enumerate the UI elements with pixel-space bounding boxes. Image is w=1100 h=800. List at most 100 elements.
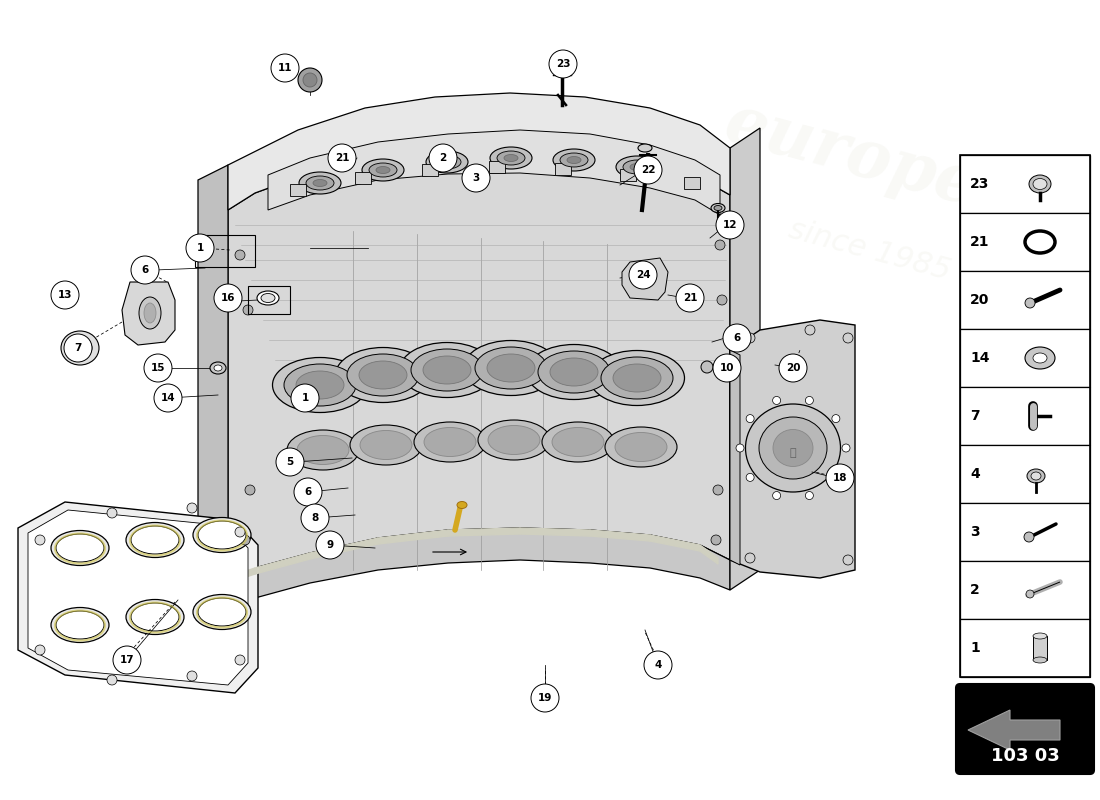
Ellipse shape <box>601 357 673 399</box>
Circle shape <box>736 444 744 452</box>
Text: 2: 2 <box>439 153 447 163</box>
Text: 14: 14 <box>161 393 175 403</box>
Text: 🔧: 🔧 <box>790 448 796 458</box>
Ellipse shape <box>424 427 476 457</box>
Ellipse shape <box>287 430 359 470</box>
Ellipse shape <box>590 350 684 406</box>
Ellipse shape <box>616 156 658 178</box>
Circle shape <box>644 651 672 679</box>
Text: 23: 23 <box>556 59 570 69</box>
Text: since 1985: since 1985 <box>785 214 954 286</box>
Circle shape <box>711 535 720 545</box>
Text: 20: 20 <box>970 293 989 307</box>
Polygon shape <box>240 568 255 579</box>
Text: 22: 22 <box>640 165 656 175</box>
Ellipse shape <box>1033 353 1047 363</box>
Bar <box>960 271 1090 329</box>
Ellipse shape <box>711 203 725 213</box>
Circle shape <box>294 478 322 506</box>
Polygon shape <box>968 710 1060 750</box>
Ellipse shape <box>126 599 184 634</box>
Ellipse shape <box>368 163 397 177</box>
Text: 4: 4 <box>970 467 980 481</box>
Bar <box>355 172 371 184</box>
Polygon shape <box>730 320 855 578</box>
Text: 13: 13 <box>57 290 73 300</box>
Polygon shape <box>378 530 448 544</box>
Ellipse shape <box>613 364 661 392</box>
Ellipse shape <box>1025 347 1055 369</box>
Circle shape <box>51 281 79 309</box>
Ellipse shape <box>131 603 179 631</box>
Text: 19: 19 <box>538 693 552 703</box>
Circle shape <box>144 354 172 382</box>
Ellipse shape <box>1027 469 1045 483</box>
Text: 21: 21 <box>970 235 990 249</box>
Circle shape <box>316 531 344 559</box>
Circle shape <box>113 646 141 674</box>
Circle shape <box>634 156 662 184</box>
Bar <box>960 445 1090 503</box>
Text: 6: 6 <box>305 487 311 497</box>
Circle shape <box>243 305 253 315</box>
Ellipse shape <box>538 351 610 393</box>
Circle shape <box>271 54 299 82</box>
Text: 14: 14 <box>970 351 990 365</box>
Circle shape <box>676 284 704 312</box>
Circle shape <box>832 414 840 422</box>
Ellipse shape <box>139 297 161 329</box>
Circle shape <box>805 491 813 499</box>
Circle shape <box>187 671 197 681</box>
Bar <box>960 387 1090 445</box>
Bar <box>556 163 571 175</box>
Circle shape <box>746 474 755 482</box>
Ellipse shape <box>56 611 104 639</box>
Circle shape <box>715 240 725 250</box>
Circle shape <box>832 474 840 482</box>
Ellipse shape <box>490 147 532 169</box>
FancyBboxPatch shape <box>956 684 1094 774</box>
Ellipse shape <box>424 356 471 384</box>
Circle shape <box>302 73 317 87</box>
Circle shape <box>805 325 815 335</box>
Ellipse shape <box>623 160 651 174</box>
Circle shape <box>328 144 356 172</box>
Ellipse shape <box>314 179 327 186</box>
Text: 3: 3 <box>472 173 480 183</box>
Ellipse shape <box>497 151 525 165</box>
Circle shape <box>186 234 214 262</box>
Ellipse shape <box>297 435 349 465</box>
Circle shape <box>843 333 852 343</box>
Ellipse shape <box>550 358 598 386</box>
Circle shape <box>779 354 807 382</box>
Text: europes: europes <box>718 90 1022 230</box>
Text: 103 03: 103 03 <box>991 747 1059 765</box>
Text: 5: 5 <box>286 457 294 467</box>
Circle shape <box>772 491 781 499</box>
Circle shape <box>235 527 245 537</box>
Ellipse shape <box>426 151 467 173</box>
Polygon shape <box>18 502 258 693</box>
Circle shape <box>292 384 319 412</box>
Polygon shape <box>700 545 718 564</box>
Text: europes: europes <box>219 345 640 435</box>
Ellipse shape <box>273 358 367 413</box>
Ellipse shape <box>346 354 419 396</box>
Ellipse shape <box>560 153 588 167</box>
Text: 9: 9 <box>327 540 333 550</box>
Circle shape <box>107 508 117 518</box>
Circle shape <box>107 675 117 685</box>
Text: 4: 4 <box>654 660 662 670</box>
Circle shape <box>1024 532 1034 542</box>
Bar <box>960 503 1090 561</box>
Text: 7: 7 <box>970 409 980 423</box>
Circle shape <box>1025 298 1035 308</box>
Polygon shape <box>650 535 700 551</box>
Ellipse shape <box>414 422 486 462</box>
Ellipse shape <box>527 345 622 399</box>
Bar <box>960 329 1090 387</box>
Circle shape <box>716 211 744 239</box>
Circle shape <box>713 354 741 382</box>
Ellipse shape <box>56 534 104 562</box>
Ellipse shape <box>210 362 225 374</box>
